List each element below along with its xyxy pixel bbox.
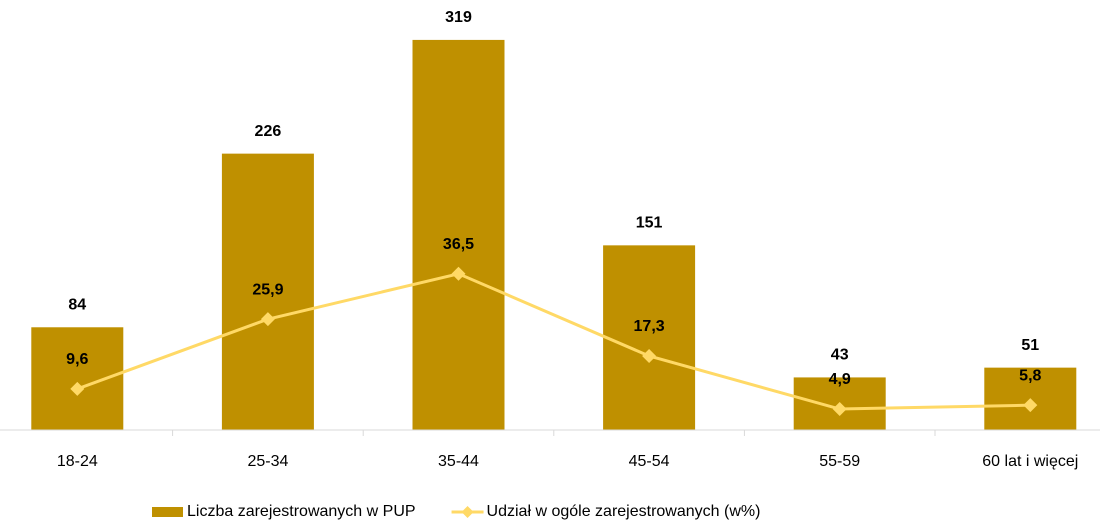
legend-label: Udział w ogóle zarejestrowanych (w%) <box>487 503 761 520</box>
legend-marker <box>461 506 474 518</box>
bar-value-label: 226 <box>255 123 282 140</box>
bar <box>412 39 505 431</box>
line-marker <box>832 402 847 417</box>
legend-label: Liczba zarejestrowanych w PUP <box>187 503 416 520</box>
line-marker <box>1023 398 1038 413</box>
line-marker <box>70 381 85 396</box>
bar-value-label: 319 <box>445 9 472 26</box>
x-tick-label: 55-59 <box>819 453 860 470</box>
line <box>76 272 1031 411</box>
x-tick-label: 35-44 <box>438 453 479 470</box>
line-value-label: 36,5 <box>443 236 474 253</box>
line-marker <box>642 348 657 363</box>
bar-value-label: 151 <box>636 215 663 232</box>
bar-value-label: 43 <box>831 347 849 364</box>
legend-swatch <box>152 507 183 517</box>
x-tick-label: 25-34 <box>247 453 288 470</box>
line-value-label: 5,8 <box>1019 367 1041 384</box>
line-value-label: 4,9 <box>829 371 851 388</box>
line-value-label: 9,6 <box>66 351 88 368</box>
x-tick-label: 60 lat i więcej <box>982 453 1078 470</box>
bar-value-label: 84 <box>68 296 86 313</box>
x-tick-label: 45-54 <box>629 453 670 470</box>
line-value-label: 17,3 <box>634 318 665 335</box>
x-tick-label: 18-24 <box>57 453 98 470</box>
line-marker <box>260 312 275 327</box>
line-value-label: 25,9 <box>252 281 283 298</box>
bar <box>603 245 696 430</box>
bar-value-label: 51 <box>1021 337 1039 354</box>
line-marker <box>451 266 466 281</box>
bar <box>221 153 314 431</box>
